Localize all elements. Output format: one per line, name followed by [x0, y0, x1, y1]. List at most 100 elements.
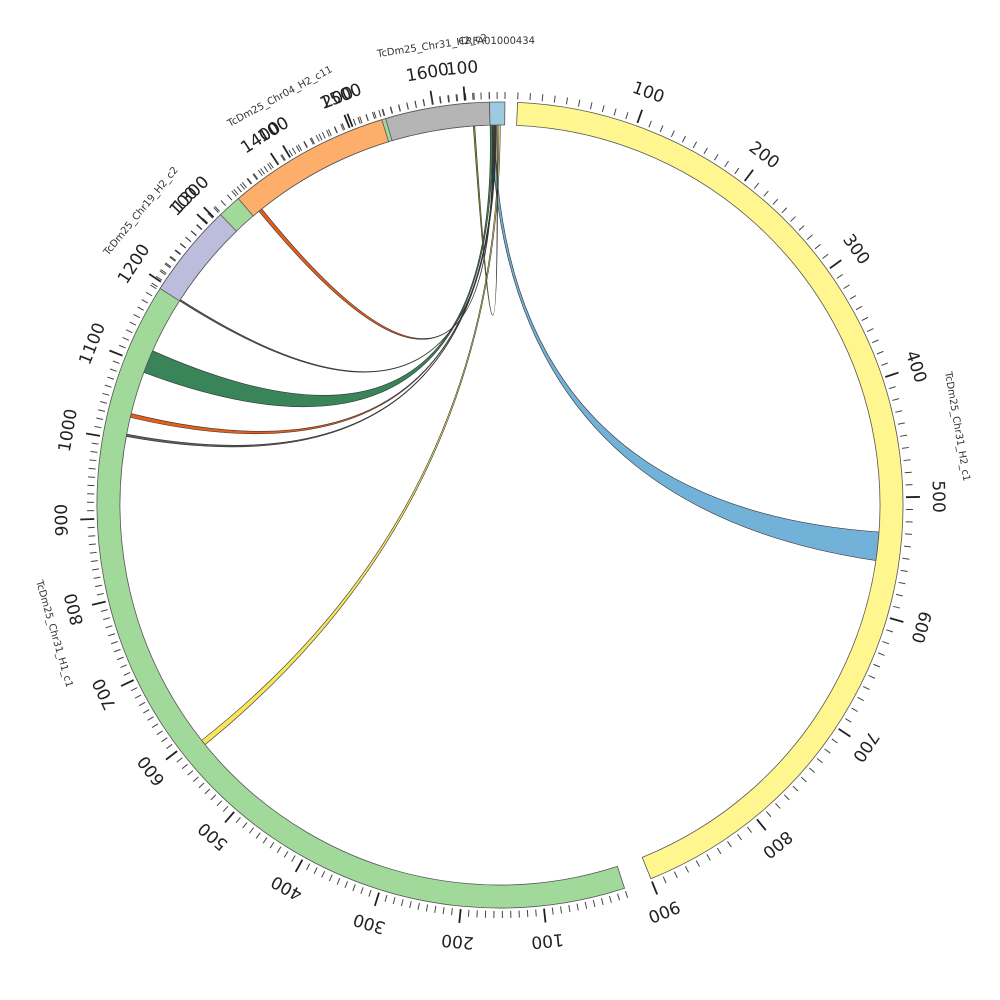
minor-tick — [659, 125, 664, 133]
minor-tick — [365, 114, 369, 122]
minor-tick — [164, 263, 171, 269]
minor-tick — [109, 368, 117, 372]
minor-tick — [142, 709, 150, 714]
major-tick — [165, 750, 178, 761]
minor-tick — [281, 154, 286, 161]
minor-tick — [166, 744, 173, 749]
minor-tick — [326, 129, 330, 137]
tick-label: 100 — [530, 929, 564, 952]
minor-tick — [130, 687, 138, 692]
minor-tick — [138, 701, 146, 707]
minor-tick — [706, 854, 711, 861]
minor-tick — [464, 93, 467, 101]
tick-label: 200 — [319, 83, 357, 114]
minor-tick — [336, 877, 341, 885]
minor-tick — [100, 401, 108, 404]
minor-tick — [831, 738, 838, 744]
tick-label: 800 — [61, 591, 88, 627]
major-tick — [458, 909, 462, 924]
tick-label: 600 — [907, 609, 935, 646]
minor-tick — [113, 648, 121, 653]
minor-tick — [180, 243, 187, 249]
minor-tick — [214, 205, 220, 212]
minor-tick — [89, 551, 97, 554]
minor-tick — [371, 112, 376, 119]
minor-tick — [352, 118, 357, 126]
minor-tick — [600, 898, 604, 906]
minor-tick — [866, 328, 874, 332]
sequence-segment-s1 — [516, 101, 904, 880]
minor-tick — [900, 434, 908, 437]
sequence-segment-s2 — [96, 102, 626, 909]
minor-tick — [310, 137, 315, 145]
major-tick — [294, 859, 304, 873]
minor-tick — [855, 305, 863, 311]
minor-tick — [873, 663, 881, 668]
major-tick — [838, 728, 851, 738]
tick-label: 500 — [928, 480, 949, 513]
tick-label: 200 — [440, 929, 474, 952]
minor-tick — [903, 459, 911, 462]
sequence-label-s1: TcDm25_Chr31_H2_c1 — [942, 370, 972, 482]
minor-tick — [384, 894, 388, 902]
minor-tick — [231, 190, 237, 197]
sequence-segment-s3 — [159, 214, 238, 302]
minor-tick — [727, 841, 732, 848]
minor-tick — [204, 788, 211, 795]
minor-tick — [226, 194, 233, 201]
minor-tick — [713, 154, 719, 161]
major-tick — [636, 109, 643, 124]
minor-tick — [836, 274, 843, 279]
minor-tick — [257, 169, 263, 177]
minor-tick — [288, 149, 294, 157]
minor-tick — [222, 806, 229, 812]
minor-tick — [248, 827, 254, 834]
minor-tick — [291, 855, 296, 862]
minor-tick — [601, 105, 605, 113]
minor-tick — [359, 116, 363, 124]
minor-tick — [103, 617, 111, 621]
minor-tick — [843, 284, 850, 290]
minor-tick — [577, 99, 581, 107]
minor-tick — [96, 417, 104, 420]
minor-tick — [280, 154, 285, 162]
minor-tick — [181, 763, 188, 770]
minor-tick — [90, 450, 98, 453]
minor-tick — [129, 321, 137, 326]
minor-tick — [344, 881, 349, 888]
minor-tick — [434, 905, 437, 913]
minor-tick — [808, 767, 815, 773]
minor-tick — [886, 629, 894, 633]
minor-tick — [262, 837, 268, 844]
minor-tick — [170, 255, 177, 261]
minor-tick — [309, 137, 314, 145]
tick-label: 1600 — [405, 60, 451, 87]
minor-tick — [681, 135, 686, 143]
minor-tick — [589, 102, 593, 110]
minor-tick — [112, 360, 120, 364]
minor-tick — [150, 284, 157, 290]
minor-tick — [283, 850, 289, 858]
tick-label: 300 — [838, 231, 873, 269]
minor-tick — [110, 641, 118, 645]
minor-tick — [220, 200, 227, 207]
minor-tick — [792, 785, 799, 792]
minor-tick — [613, 108, 617, 116]
major-tick — [829, 259, 842, 270]
tick-label: 100 — [445, 57, 479, 80]
minor-tick — [716, 847, 722, 855]
minor-tick — [814, 244, 821, 250]
minor-tick — [895, 410, 903, 413]
minor-tick — [898, 581, 906, 585]
sequence-segment-s4 — [237, 119, 390, 217]
minor-tick — [196, 224, 203, 230]
minor-tick — [648, 120, 652, 128]
minor-tick — [670, 130, 675, 138]
minor-tick — [824, 748, 831, 754]
minor-tick — [765, 811, 772, 818]
minor-tick — [267, 163, 272, 170]
minor-tick — [190, 230, 197, 237]
minor-tick — [137, 306, 144, 311]
minor-tick — [439, 96, 442, 104]
